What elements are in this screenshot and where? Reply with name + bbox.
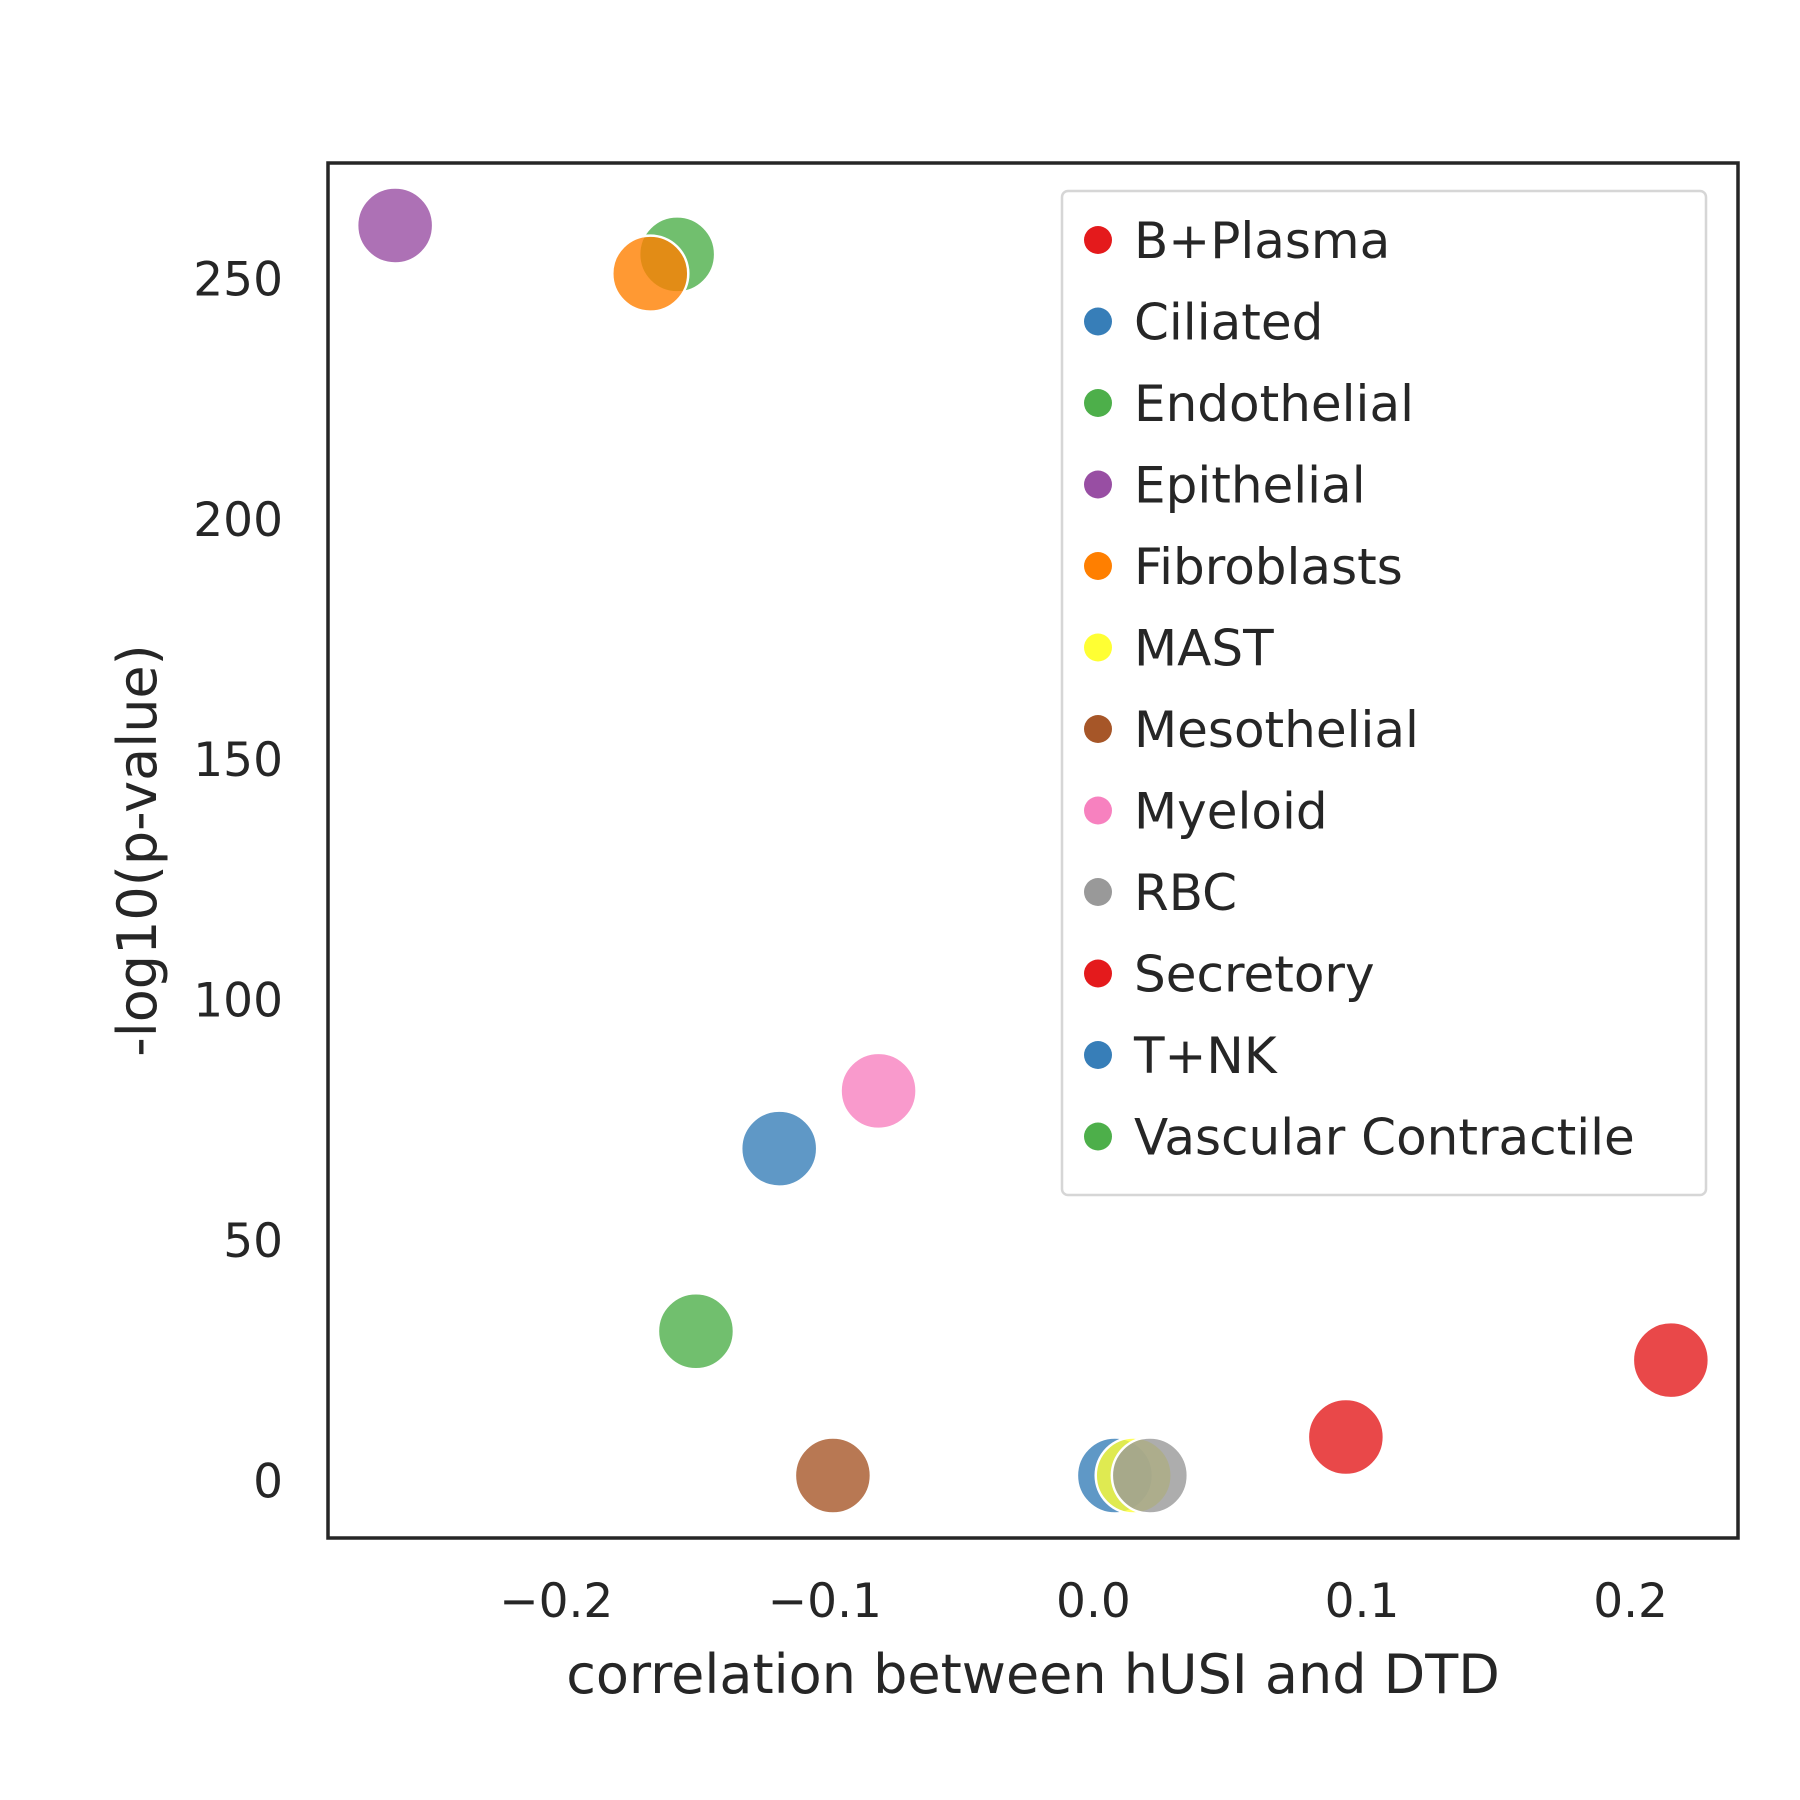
point-rbc <box>1110 1436 1190 1515</box>
y-tick-label: 0 <box>253 1454 283 1509</box>
legend-label: RBC <box>1134 864 1237 922</box>
x-axis-label: correlation between hUSI and DTD <box>566 1643 1500 1706</box>
legend-label: Secretory <box>1134 946 1375 1004</box>
x-tick-label: 0.0 <box>1056 1574 1131 1629</box>
legend-label: MAST <box>1134 620 1274 678</box>
legend-marker <box>1084 878 1112 906</box>
legend-marker <box>1084 796 1112 825</box>
legend-marker <box>1084 552 1112 580</box>
legend-marker <box>1084 226 1112 254</box>
point-mesothelial <box>793 1436 873 1515</box>
legend-label: Vascular Contractile <box>1134 1109 1635 1167</box>
legend-label: Endothelial <box>1134 375 1414 433</box>
legend-label: Ciliated <box>1134 294 1323 352</box>
point-vascular-contractile <box>656 1292 736 1371</box>
point-fibroblasts <box>611 234 690 313</box>
legend-marker <box>1084 389 1112 417</box>
point-t-nk <box>739 1109 819 1188</box>
x-axis-ticks: −0.2 −0.1 0.0 0.1 0.2 <box>499 1574 1668 1629</box>
y-tick-label: 250 <box>193 252 283 307</box>
legend-label: Epithelial <box>1134 457 1366 515</box>
point-myeloid <box>839 1051 918 1131</box>
legend-label: B+Plasma <box>1134 212 1390 270</box>
plot-frame <box>326 161 1740 1540</box>
legend-label: T+NK <box>1133 1027 1278 1085</box>
legend-marker <box>1084 1041 1112 1069</box>
x-tick-label: −0.2 <box>499 1574 613 1629</box>
legend-marker <box>1084 715 1112 743</box>
data-points <box>355 186 1711 1515</box>
y-tick-label: 50 <box>223 1214 283 1269</box>
point-b-plasma <box>1631 1320 1711 1400</box>
legend-marker <box>1084 959 1112 988</box>
point-secretory <box>1306 1397 1386 1477</box>
legend-marker <box>1084 470 1112 499</box>
y-axis-label: -log10(p-value) <box>106 644 169 1056</box>
y-axis-ticks: 0 50 100 150 200 250 <box>193 252 283 1509</box>
y-tick-label: 100 <box>193 974 283 1029</box>
y-tick-label: 150 <box>193 733 283 788</box>
y-tick-label: 200 <box>193 493 283 548</box>
x-tick-label: 0.2 <box>1593 1574 1668 1629</box>
legend-marker <box>1084 1122 1112 1151</box>
legend-label: Fibroblasts <box>1134 538 1403 596</box>
legend-frame <box>1060 189 1708 1197</box>
legend-label: Myeloid <box>1134 783 1328 841</box>
x-tick-label: 0.1 <box>1325 1574 1400 1629</box>
legend-marker <box>1084 633 1112 662</box>
point-epithelial <box>355 186 435 265</box>
legend-marker <box>1084 307 1112 336</box>
legend: B+Plasma Ciliated Endothelial Epithelial Fib… <box>1060 189 1708 1197</box>
x-tick-label: −0.1 <box>768 1574 882 1629</box>
legend-label: Mesothelial <box>1134 701 1419 759</box>
